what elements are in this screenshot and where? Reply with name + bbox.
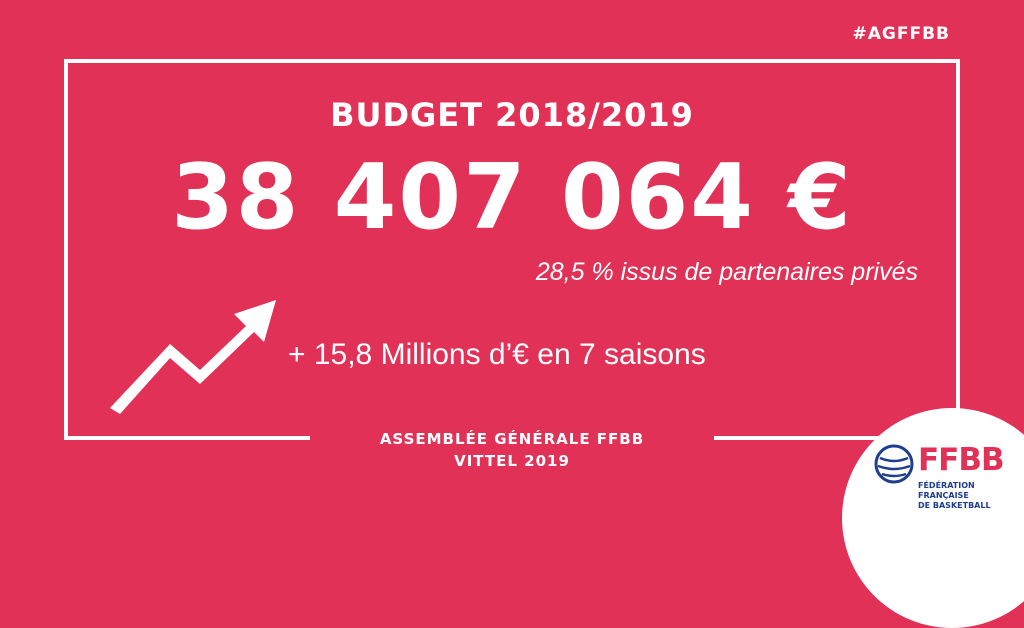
growth-text: + 15,8 Millions d’€ en 7 saisons	[288, 338, 706, 371]
logo-badge	[842, 408, 1024, 628]
hashtag: #AGFFBB	[852, 24, 950, 44]
footer-line-2: VITTEL 2019	[454, 452, 570, 470]
logo-name: FFBB	[918, 442, 1005, 478]
budget-title: BUDGET 2018/2019	[330, 96, 694, 134]
basketball-logo-icon	[874, 444, 914, 484]
logo-subtitle: FÉDÉRATION FRANÇAISE DE BASKETBALL	[918, 481, 1024, 511]
footer-line-1: ASSEMBLÉE GÉNÉRALE FFBB	[379, 430, 645, 448]
logo-subtitle-line-1: FÉDÉRATION FRANÇAISE	[918, 481, 975, 500]
footer-label: ASSEMBLÉE GÉNÉRALE FFBB VITTEL 2019	[310, 428, 714, 472]
logo-subtitle-line-2: DE BASKETBALL	[918, 501, 991, 510]
budget-amount: 38 407 064 €	[171, 145, 853, 250]
private-share-note: 28,5 % issus de partenaires privés	[535, 258, 918, 286]
upward-trend-arrow-icon	[110, 300, 276, 414]
